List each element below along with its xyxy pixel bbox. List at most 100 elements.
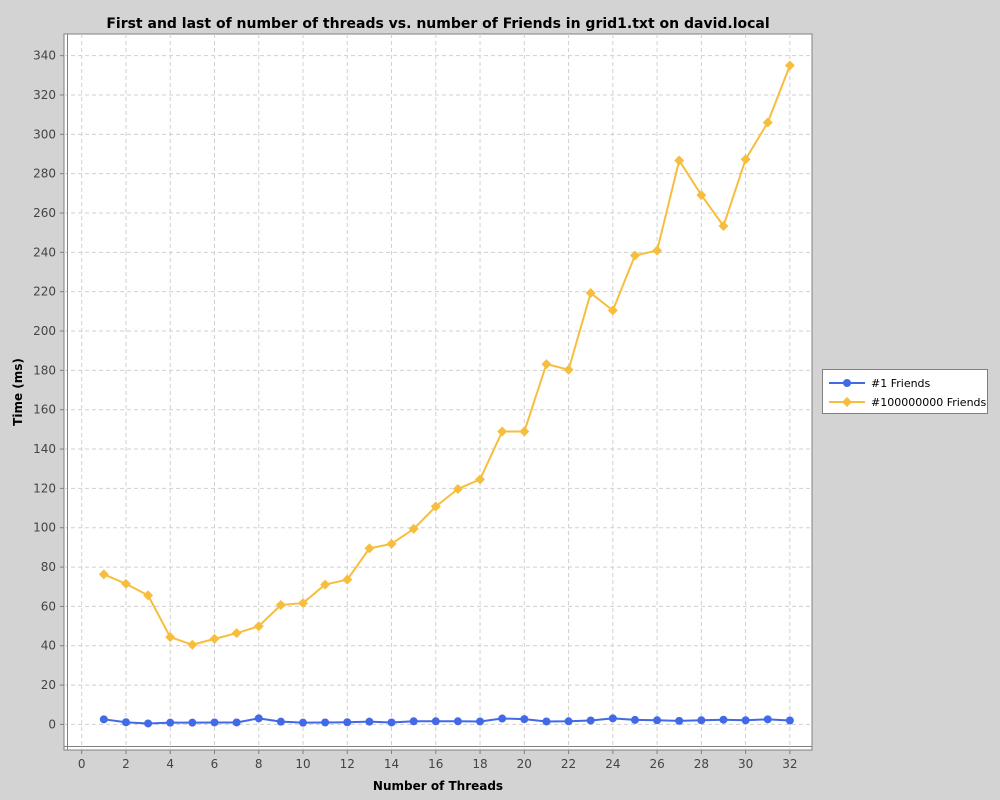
legend-swatch-series-1 [829,379,865,387]
data-point-series-1 [630,715,639,724]
y-tick-label: 200 [33,324,56,338]
data-point-series-1 [498,714,507,723]
data-point-series-2 [165,632,176,643]
y-tick-label: 220 [33,285,56,299]
data-point-series-1 [365,717,374,726]
data-point-series-2 [452,483,463,494]
y-tick-label: 120 [33,481,56,495]
data-point-series-1 [763,715,772,724]
y-tick-label: 280 [33,167,56,181]
data-point-series-2 [652,245,663,256]
data-point-series-2 [696,190,707,201]
y-tick-label: 340 [33,49,56,63]
x-tick-label: 2 [122,757,130,771]
x-tick-label: 28 [694,757,709,771]
data-point-series-2 [519,426,530,437]
y-tick-label: 240 [33,245,56,259]
data-point-series-2 [607,305,618,316]
data-point-series-2 [187,639,198,650]
data-point-series-2 [563,364,574,375]
data-point-series-1 [254,714,263,723]
legend-swatch-series-2 [829,397,865,407]
data-point-series-2 [298,598,309,609]
y-tick-label: 160 [33,403,56,417]
data-point-series-1 [564,717,573,726]
x-tick-label: 0 [78,757,86,771]
axes: 0 2 4 6 8 10 12 14 16 18 20 22 24 26 28 30 3202040608010… [33,34,812,771]
x-axis-label: Number of Threads [373,779,503,793]
data-point-series-2 [364,543,375,554]
data-point-series-1 [675,716,684,725]
data-point-series-1 [409,717,418,726]
y-tick-label: 100 [33,521,56,535]
data-point-series-2 [320,579,331,590]
data-point-series-2 [143,590,154,601]
x-tick-label: 18 [472,757,487,771]
x-tick-label: 4 [166,757,174,771]
legend-label-series-2: #100000000 Friends [871,395,987,409]
legend-label-series-1: #1 Friends [871,376,931,390]
x-tick-label: 24 [605,757,620,771]
x-tick-label: 32 [782,757,797,771]
data-point-series-2 [762,117,773,128]
data-point-series-1 [232,718,241,727]
data-point-series-2 [784,60,795,71]
x-tick-label: 14 [384,757,399,771]
legend-item-series-2: #100000000 Friends [829,394,986,410]
data-point-series-1 [299,718,308,727]
data-point-series-2 [740,154,751,165]
data-point-series-2 [497,426,508,437]
y-tick-label: 300 [33,127,56,141]
x-tick-label: 16 [428,757,443,771]
data-point-series-2 [408,523,419,534]
data-point-series-1 [99,715,108,724]
data-point-series-2 [629,250,640,261]
plot-area [63,33,813,751]
x-tick-label: 10 [295,757,310,771]
x-tick-label: 6 [211,757,219,771]
data-point-series-1 [542,717,551,726]
x-tick-label: 22 [561,757,576,771]
data-point-series-2 [275,600,286,611]
data-point-series-1 [520,715,529,724]
data-point-series-1 [476,717,485,726]
y-tick-label: 140 [33,442,56,456]
data-point-series-2 [585,288,596,299]
data-point-series-2 [541,359,552,370]
series-layer [98,60,795,728]
chart-title: First and last of number of threads vs. … [106,16,769,32]
data-point-series-1 [144,719,153,728]
data-point-series-1 [343,718,352,727]
y-tick-label: 180 [33,363,56,377]
data-point-series-2 [386,538,397,549]
data-point-series-1 [785,716,794,725]
data-point-series-2 [231,628,242,639]
x-tick-label: 30 [738,757,753,771]
data-point-series-2 [475,474,486,485]
data-point-series-1 [166,718,175,727]
y-tick-label: 260 [33,206,56,220]
y-tick-label: 80 [41,560,56,574]
x-tick-label: 20 [517,757,532,771]
data-point-series-2 [253,621,264,632]
data-point-series-2 [98,569,109,580]
data-point-series-1 [719,715,728,724]
data-point-series-2 [209,633,220,644]
data-point-series-1 [276,717,285,726]
data-point-series-2 [718,220,729,231]
data-point-series-1 [653,716,662,725]
y-tick-label: 20 [41,678,56,692]
data-point-series-1 [741,716,750,725]
x-tick-label: 12 [340,757,355,771]
data-point-series-2 [430,501,441,512]
y-axis-label: Time (ms) [11,358,25,426]
legend-item-series-1: #1 Friends [829,375,930,391]
legend: #1 Friends #100000000 Friends [822,369,988,414]
data-point-series-1 [697,716,706,725]
data-point-series-1 [387,718,396,727]
data-point-series-1 [121,718,130,727]
data-point-series-1 [188,718,197,727]
data-point-series-1 [453,717,462,726]
y-tick-label: 40 [41,639,56,653]
